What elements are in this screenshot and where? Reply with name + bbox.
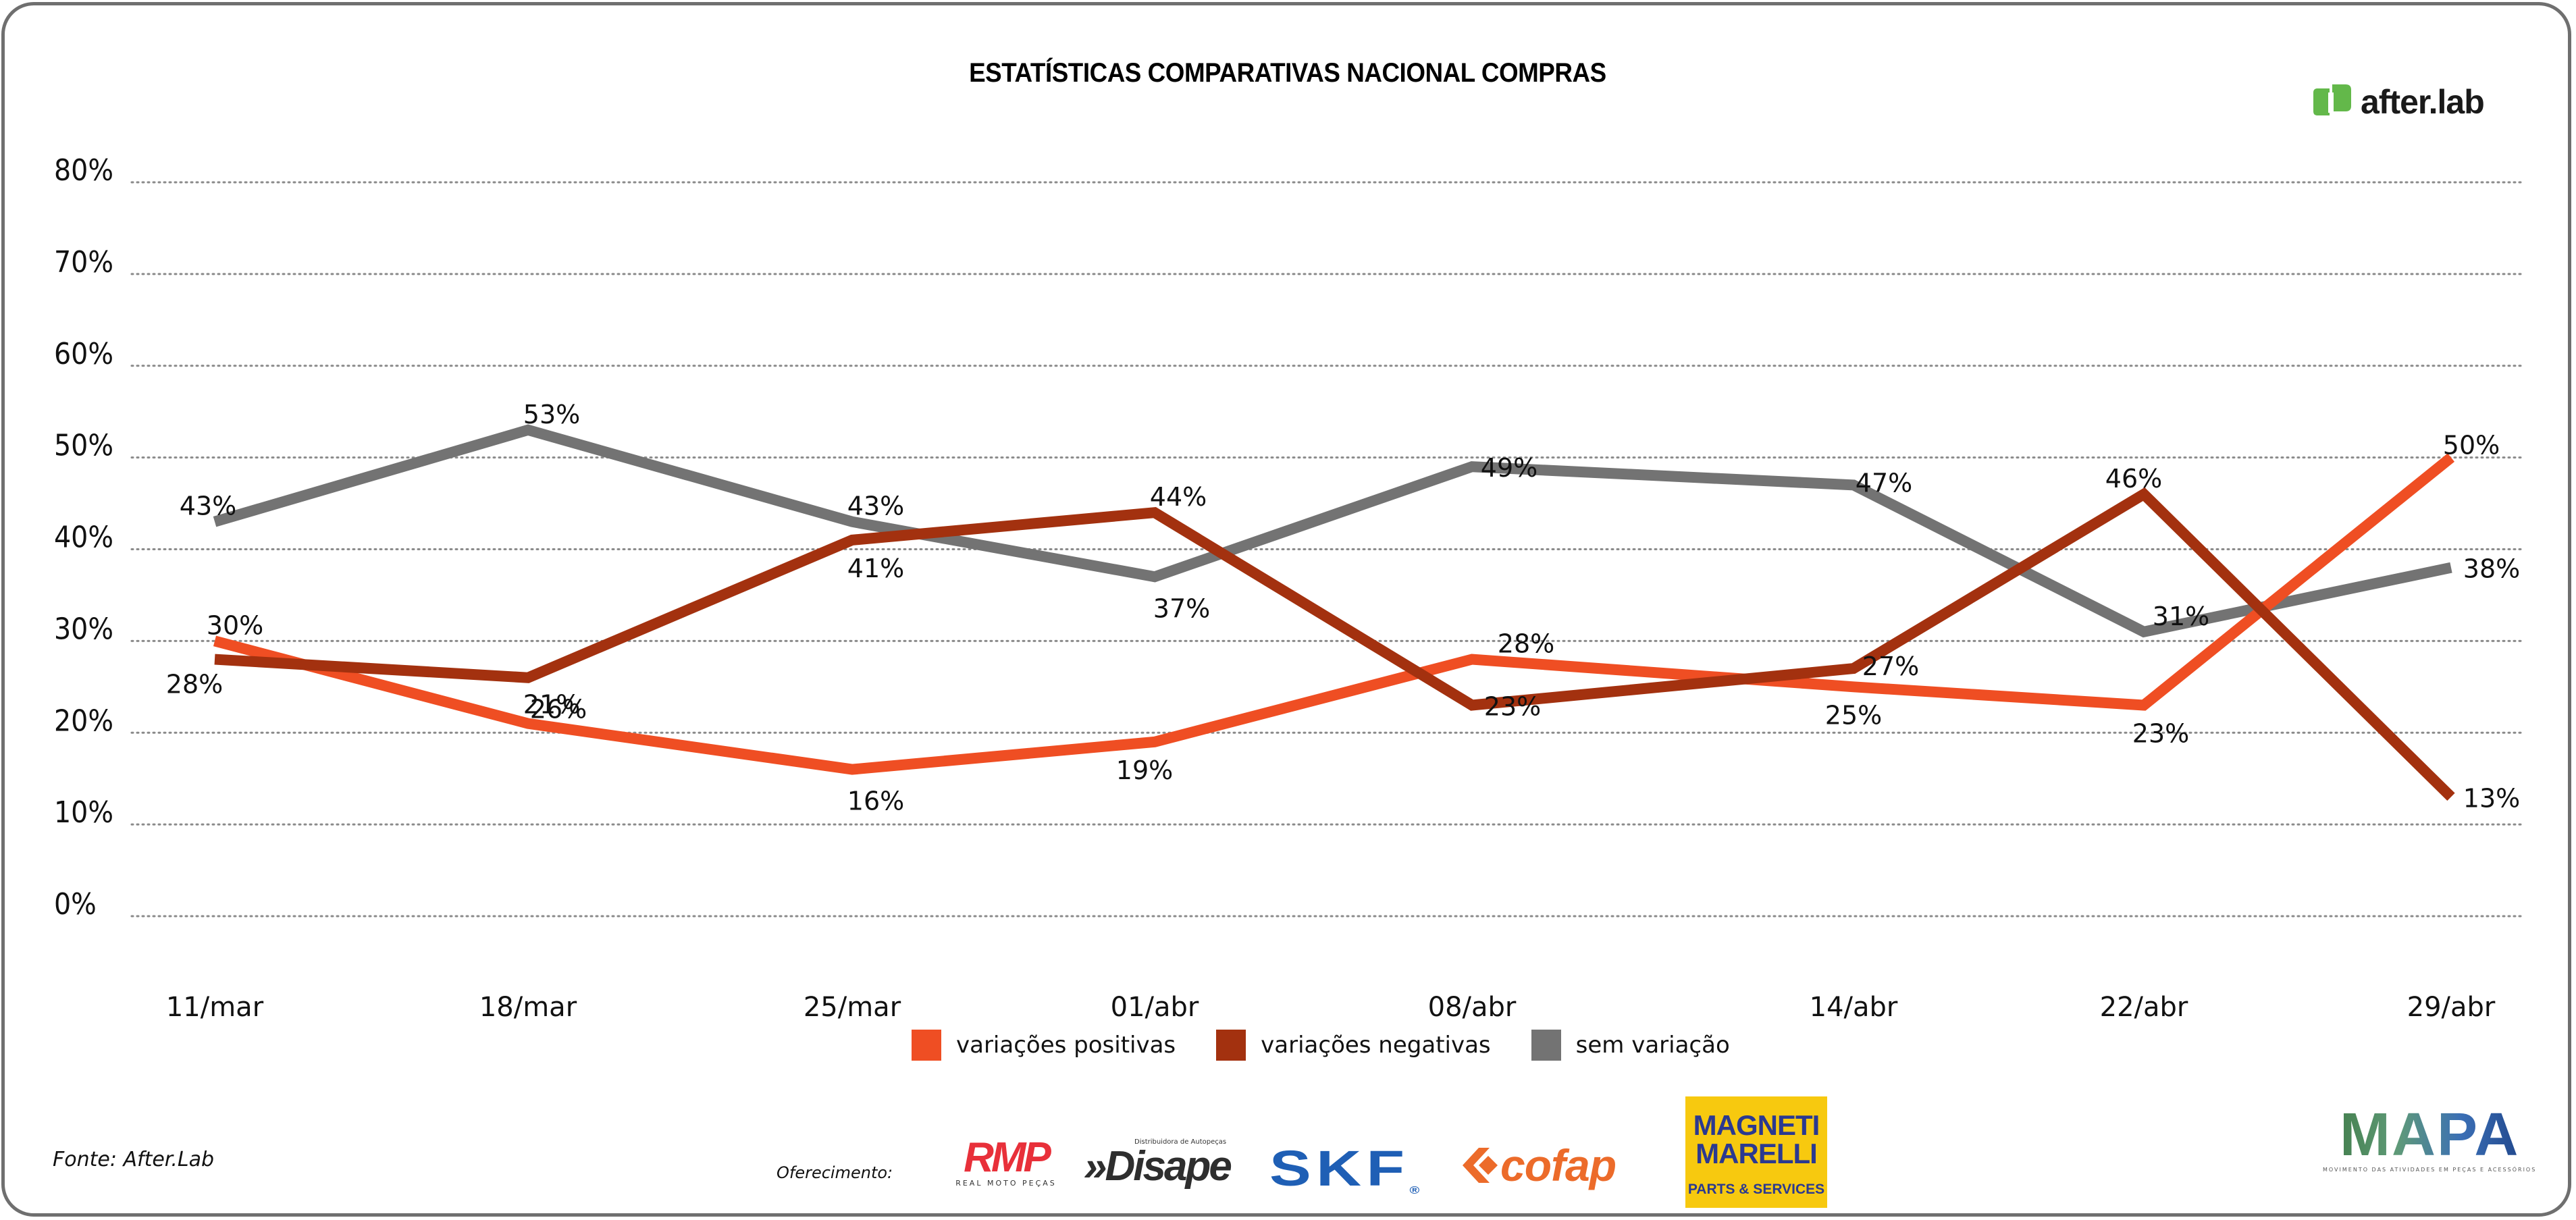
magneti-marelli-logo: MAGNETI MARELLI PARTS & SERVICES: [1685, 1096, 1827, 1208]
sponsor-label: Oferecimento:: [777, 1163, 893, 1182]
gridlines: [130, 181, 2523, 918]
legend-item-negative[interactable]: variações negativas: [1216, 1030, 1491, 1061]
rmp-logo: RMP REAL MOTO PEÇAS: [942, 1137, 1070, 1188]
series-line-positive: [213, 453, 2455, 775]
data-label-positive: 23%: [2132, 718, 2189, 748]
data-label-negative: 28%: [166, 670, 223, 699]
cofap-logo: cofap: [1458, 1140, 1616, 1191]
cofap-logo-text: cofap: [1500, 1140, 1616, 1190]
series-lines: [213, 424, 2455, 801]
y-tick-label: 80%: [54, 153, 113, 188]
x-tick-label: 11/mar: [166, 992, 264, 1023]
legend-item-positive[interactable]: variações positivas: [912, 1030, 1176, 1061]
after-lab-logo: after.lab: [2309, 82, 2485, 122]
y-tick-label: 70%: [54, 245, 113, 280]
y-tick-label: 20%: [54, 704, 113, 738]
series-line-no-change: [213, 424, 2452, 638]
data-label-negative: 46%: [2105, 464, 2162, 494]
chart-legend: variações positivas variações negativas …: [912, 1030, 1770, 1061]
y-tick-label: 10%: [54, 795, 113, 830]
legend-item-no-change[interactable]: sem variação: [1531, 1030, 1730, 1061]
data-label-no-change: 31%: [2153, 602, 2209, 631]
magneti-logo-line2: MARELLI: [1696, 1138, 1818, 1169]
data-label-no-change: 43%: [847, 492, 904, 521]
data-label-positive: 28%: [1498, 629, 1554, 659]
y-tick-label: 60%: [54, 337, 113, 371]
after-lab-logo-icon: [2313, 84, 2351, 115]
data-label-negative: 44%: [1150, 482, 1207, 512]
magneti-logo-line1: MAGNETI: [1693, 1109, 1820, 1141]
legend-label-no-change: sem variação: [1575, 1032, 1730, 1059]
x-tick-label: 01/abr: [1111, 992, 1199, 1023]
data-label-negative: 13%: [2463, 783, 2520, 813]
legend-swatch-positive: [912, 1030, 941, 1061]
data-label-positive: 16%: [847, 787, 904, 816]
data-label-negative: 26%: [530, 695, 587, 724]
data-label-negative: 27%: [1862, 652, 1919, 681]
data-label-positive: 19%: [1116, 755, 1173, 785]
x-tick-label: 25/mar: [804, 992, 901, 1023]
y-axis-ticks: 0% 10% 20% 30% 40% 50% 60% 70% 80%: [54, 153, 113, 922]
y-tick-label: 30%: [54, 612, 113, 646]
x-tick-label: 29/abr: [2407, 992, 2496, 1023]
rmp-logo-text: RMP: [964, 1134, 1051, 1181]
magneti-logo-tagline: PARTS & SERVICES: [1687, 1182, 1825, 1197]
mapa-logo-subtitle: MOVIMENTO DAS ATIVIDADES EM PEÇAS E ACES…: [2323, 1167, 2537, 1173]
disape-chevron-icon: »: [1084, 1143, 1107, 1190]
data-label-no-change: 47%: [1856, 468, 1912, 498]
mapa-logo-text: MAPA: [2323, 1105, 2536, 1165]
data-label-positive: 21%: [523, 690, 580, 720]
source-note: Fonte: After.Lab: [53, 1148, 215, 1171]
cofap-logo-icon: [1463, 1148, 1498, 1183]
x-axis-ticks: 11/mar 18/mar 25/mar 01/abr 08/abr 14/abr 22/a…: [166, 992, 2496, 1023]
x-tick-label: 14/abr: [1810, 992, 1898, 1023]
rmp-logo-subtitle: REAL MOTO PEÇAS: [955, 1179, 1057, 1188]
disape-logo: Distribuidora de Autopeças »Disape: [1084, 1138, 1232, 1190]
after-lab-logo-text: after.lab: [2361, 83, 2485, 121]
chart-title: ESTATÍSTICAS COMPARATIVAS NACIONAL COMPR…: [969, 58, 1606, 88]
data-label-negative: 23%: [1484, 691, 1541, 721]
data-label-positive: 50%: [2443, 431, 2500, 460]
x-tick-label: 08/abr: [1428, 992, 1517, 1023]
data-label-positive: 25%: [1825, 700, 1882, 730]
data-label-no-change: 38%: [2463, 554, 2520, 584]
disape-logo-text: Disape: [1105, 1143, 1232, 1190]
legend-swatch-negative: [1216, 1030, 1246, 1061]
data-label-no-change: 37%: [1153, 593, 1210, 623]
y-tick-label: 40%: [54, 521, 113, 555]
legend-label-positive: variações positivas: [956, 1032, 1176, 1059]
y-tick-label: 0%: [54, 887, 97, 922]
skf-logo: SKF®: [1269, 1140, 1419, 1197]
data-labels: 30% 21% 16% 19% 28% 25% 23% 50% 28% 26% 41% 44% 23% 2…: [166, 400, 2520, 816]
data-label-no-change: 49%: [1481, 453, 1537, 483]
registered-mark-icon: ®: [1409, 1185, 1420, 1196]
data-label-negative: 41%: [847, 554, 904, 583]
y-tick-label: 50%: [54, 429, 113, 463]
x-tick-label: 22/abr: [2100, 992, 2188, 1023]
legend-label-negative: variações negativas: [1261, 1032, 1491, 1059]
skf-logo-text: SKF: [1269, 1140, 1410, 1196]
data-label-positive: 30%: [207, 610, 263, 640]
mapa-logo: MAPA MOVIMENTO DAS ATIVIDADES EM PEÇAS E…: [2323, 1105, 2537, 1173]
legend-swatch-no-change: [1531, 1030, 1561, 1061]
data-label-no-change: 43%: [180, 492, 236, 521]
x-tick-label: 18/mar: [479, 992, 577, 1023]
data-label-no-change: 53%: [523, 400, 580, 429]
disape-logo-subtitle: Distribuidora de Autopeças: [1134, 1138, 1227, 1146]
series-line-negative: [214, 487, 2455, 801]
